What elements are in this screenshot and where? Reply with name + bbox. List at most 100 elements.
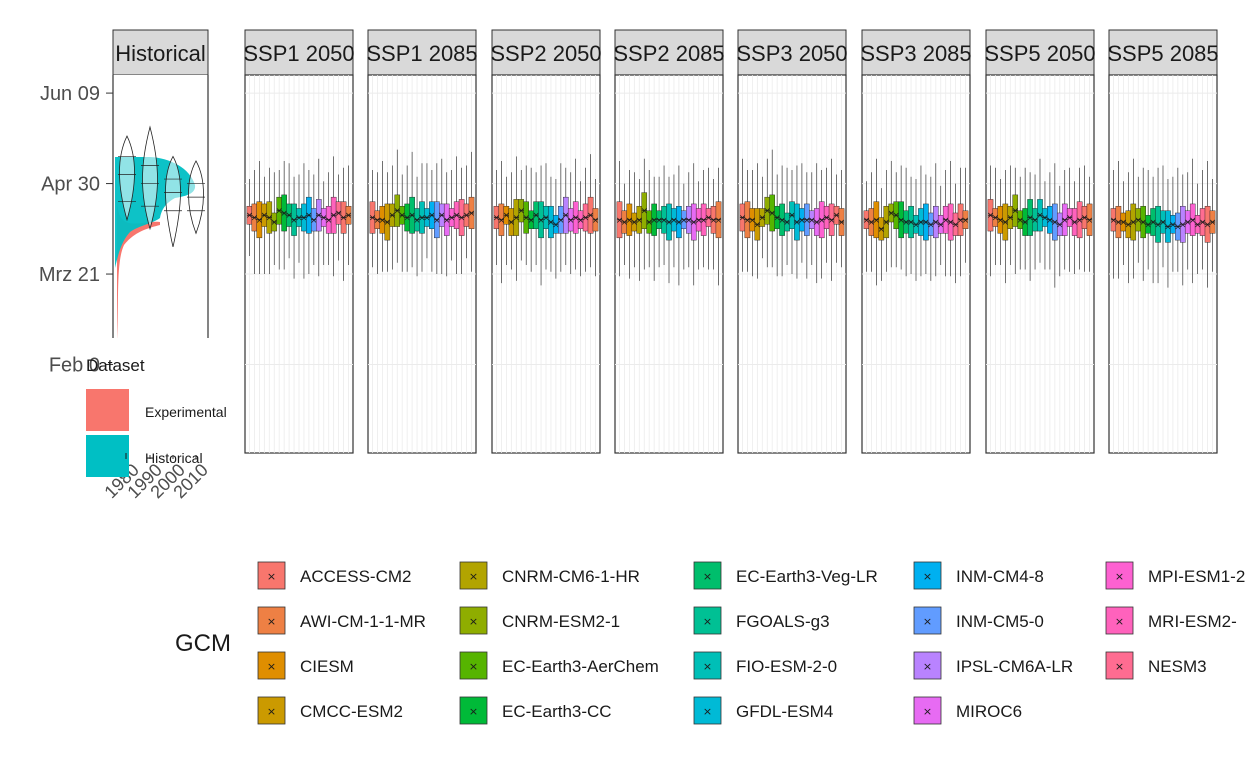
box-mean-marker: × <box>957 216 965 226</box>
box-mean-marker: × <box>813 218 821 228</box>
legend-label-gcm: IPSL-CM6A-LR <box>956 657 1073 676</box>
box-mean-marker: × <box>1130 218 1138 228</box>
legend-label-gcm: AWI-CM-1-1-MR <box>300 612 426 631</box>
box-mean-marker: × <box>527 216 535 226</box>
box-mean-marker: × <box>577 216 585 226</box>
box-mean-marker: × <box>1139 218 1147 228</box>
box-mean-marker: × <box>398 211 406 221</box>
strip-label: SSP2 2085 <box>613 41 724 66</box>
box-mean-marker: × <box>1076 216 1084 226</box>
box-mean-marker: × <box>290 216 298 226</box>
box-mean-marker: × <box>522 214 530 224</box>
box-mean-marker: × <box>438 211 446 221</box>
box-mean-marker: × <box>266 214 274 224</box>
box-mean-marker: × <box>783 218 791 228</box>
legend-title-dataset: Dataset <box>86 356 145 375</box>
box-mean-marker: × <box>863 216 871 226</box>
legend-label-gcm: MPI-ESM1-2 <box>1148 567 1245 586</box>
legend-label-gcm: FGOALS-g3 <box>736 612 830 631</box>
y-tick-label: Jun 09 <box>40 83 100 105</box>
legend-key-marker: × <box>923 615 932 628</box>
box-mean-marker: × <box>1154 220 1162 230</box>
box-mean-marker: × <box>1184 218 1192 228</box>
box-mean-marker: × <box>517 207 525 217</box>
scenario-panels: SSP1 2050×××××××××××××××××××××SSP1 2085×… <box>243 29 1219 454</box>
box-mean-marker: × <box>418 214 426 224</box>
box-mean-marker: × <box>587 211 595 221</box>
box-mean-marker: × <box>567 216 575 226</box>
dataset-legend: Dataset Experimental Historical <box>86 356 227 477</box>
box-mean-marker: × <box>616 216 624 226</box>
box-mean-marker: × <box>1021 218 1029 228</box>
legend-key-gcm <box>459 696 488 725</box>
box-mean-marker: × <box>389 211 397 221</box>
box-mean-marker: × <box>962 216 970 226</box>
box-mean-marker: × <box>793 218 801 228</box>
box-mean-marker: × <box>384 218 392 228</box>
legend-key-dataset <box>86 435 129 477</box>
box-mean-marker: × <box>374 216 382 226</box>
gcm-legend: GCM × ACCESS-CM2 × AWI-CM-1-1-MR × CIESM × CMCC-… <box>175 561 1245 725</box>
box-mean-marker: × <box>1086 216 1094 226</box>
box-mean-marker: × <box>788 211 796 221</box>
box-mean-marker: × <box>700 216 708 226</box>
box-mean-marker: × <box>987 211 995 221</box>
box-mean-marker: × <box>1209 218 1217 228</box>
legend-key-dataset <box>86 389 129 431</box>
box-mean-marker: × <box>468 209 476 219</box>
box-mean-marker: × <box>552 220 560 230</box>
legend-key-marker: × <box>1115 660 1124 673</box>
box-mean-marker: × <box>433 216 441 226</box>
box-mean-marker: × <box>1051 218 1059 228</box>
strip-label: SSP3 2085 <box>860 41 971 66</box>
legend-key-gcm <box>913 696 942 725</box>
box-mean-marker: × <box>675 218 683 228</box>
strip-6 <box>985 29 1095 76</box>
legend-key-gcm <box>257 561 286 590</box>
box-mean-marker: × <box>280 209 288 219</box>
box-mean-marker: × <box>320 214 328 224</box>
legend-key-gcm <box>693 696 722 725</box>
legend-key-gcm <box>257 651 286 680</box>
box-mean-marker: × <box>631 218 639 228</box>
box-mean-marker: × <box>1179 220 1187 230</box>
legend-key-marker: × <box>469 660 478 673</box>
box-mean-marker: × <box>660 216 668 226</box>
box-mean-marker: × <box>275 207 283 217</box>
box-mean-marker: × <box>838 218 846 228</box>
legend-key-gcm <box>459 606 488 635</box>
box-mean-marker: × <box>1071 218 1079 228</box>
box-mean-marker: × <box>1016 216 1024 226</box>
box-mean-marker: × <box>640 207 648 217</box>
box-mean-marker: × <box>251 214 259 224</box>
box-mean-marker: × <box>403 214 411 224</box>
box-mean-marker: × <box>997 216 1005 226</box>
box-mean-marker: × <box>246 211 254 221</box>
box-mean-marker: × <box>300 214 308 224</box>
box-mean-marker: × <box>878 225 886 235</box>
box-mean-marker: × <box>1134 216 1142 226</box>
box-mean-marker: × <box>1031 216 1039 226</box>
legend-label-gcm: CNRM-CM6-1-HR <box>502 567 640 586</box>
box-mean-marker: × <box>937 220 945 230</box>
box-mean-marker: × <box>493 214 501 224</box>
box-mean-marker: × <box>778 216 786 226</box>
y-axis: Jun 09 Apr 30 Mrz 21 Feb 0 <box>39 83 113 377</box>
box-mean-marker: × <box>798 216 806 226</box>
strip-label: SSP5 2050 <box>984 41 1095 66</box>
box-mean-marker: × <box>818 216 826 226</box>
legend-key-marker: × <box>267 615 276 628</box>
box-mean-marker: × <box>690 218 698 228</box>
legend-key-gcm <box>459 651 488 680</box>
box-mean-marker: × <box>739 214 747 224</box>
box-mean-marker: × <box>754 220 762 230</box>
box-mean-marker: × <box>592 216 600 226</box>
box-mean-marker: × <box>680 216 688 226</box>
legend-key-gcm <box>693 606 722 635</box>
box-mean-marker: × <box>759 214 767 224</box>
legend-key-marker: × <box>267 705 276 718</box>
box-mean-marker: × <box>537 216 545 226</box>
box-mean-marker: × <box>1056 220 1064 230</box>
